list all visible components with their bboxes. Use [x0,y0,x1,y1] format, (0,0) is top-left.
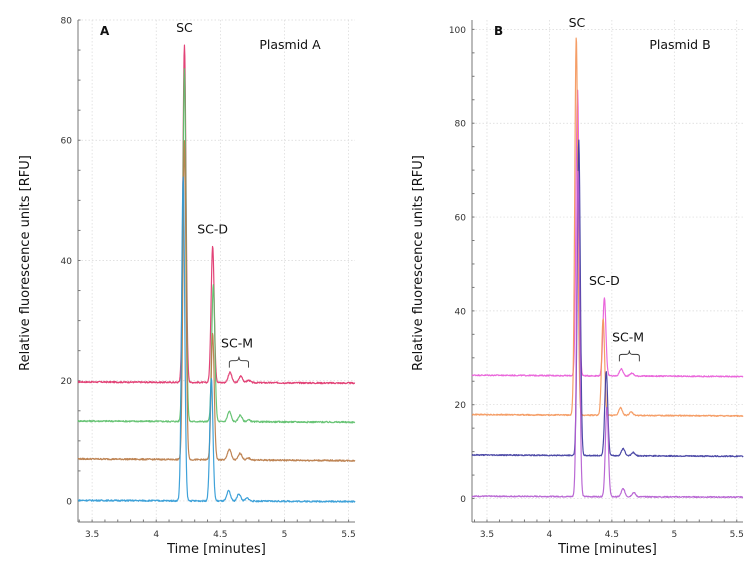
x-tick-label: 5.5 [341,530,355,540]
y-tick-label: 60 [61,137,73,147]
x-tick-label: 4 [547,530,553,540]
x-tick-label: 4 [153,530,159,540]
panel-letter: A [100,24,110,38]
x-tick-label: 4.5 [605,530,619,540]
panel-letter: B [494,24,503,38]
y-tick-label: 60 [455,214,467,224]
y-axis-title: Relative fluorescence units [RFU] [411,155,426,371]
x-tick-label: 5.5 [730,530,744,540]
series-line-trace-brown [77,140,356,462]
y-tick-label: 80 [455,120,467,130]
sc-m-bracket [228,356,250,368]
panel-b: 3.5 4 4.5 5 5.5 0 20 40 60 80 100 Time [minutes] Rel… [411,15,744,557]
peak-label-sc-d: SC-D [589,273,620,288]
y-tick-label: 40 [61,257,73,267]
peak-label-sc: SC [569,15,586,30]
y-tick-label: 0 [460,495,466,505]
series-line-trace-purple [471,170,744,499]
series-line-trace-green [77,68,356,424]
x-axis-title: Time [minutes] [557,542,657,557]
plasmid-title: Plasmid B [649,37,710,52]
x-tick-label: 4.5 [213,530,227,540]
series-line-trace-pink [77,44,356,385]
x-tick-label: 5 [671,530,677,540]
y-tick-label: 40 [455,307,467,317]
y-axis-title: Relative fluorescence units [RFU] [18,155,33,371]
panel-a: 3.5 4 4.5 5 5.5 0 20 40 60 80 Time [minutes] Relati… [18,17,356,558]
y-tick-label: 0 [66,497,72,507]
series-line-trace-navy [471,139,744,458]
y-tick-label: 20 [455,401,467,411]
y-tick-label: 20 [61,377,73,387]
peak-label-sc: SC [176,20,193,35]
x-tick-label: 3.5 [480,530,494,540]
y-tick-label: 80 [61,17,73,27]
series-line-trace-magenta [471,89,744,378]
sc-m-bracket [618,350,640,362]
y-tick-label: 100 [449,26,466,36]
peak-label-sc-d: SC-D [197,221,228,236]
peak-label-sc-m: SC-M [221,336,253,351]
plasmid-title: Plasmid A [259,37,321,52]
peak-label-sc-m: SC-M [612,329,644,344]
series-line-trace-blue [77,176,356,503]
x-axis-title: Time [minutes] [166,542,266,557]
x-tick-label: 3.5 [85,530,99,540]
x-tick-label: 5 [282,530,288,540]
